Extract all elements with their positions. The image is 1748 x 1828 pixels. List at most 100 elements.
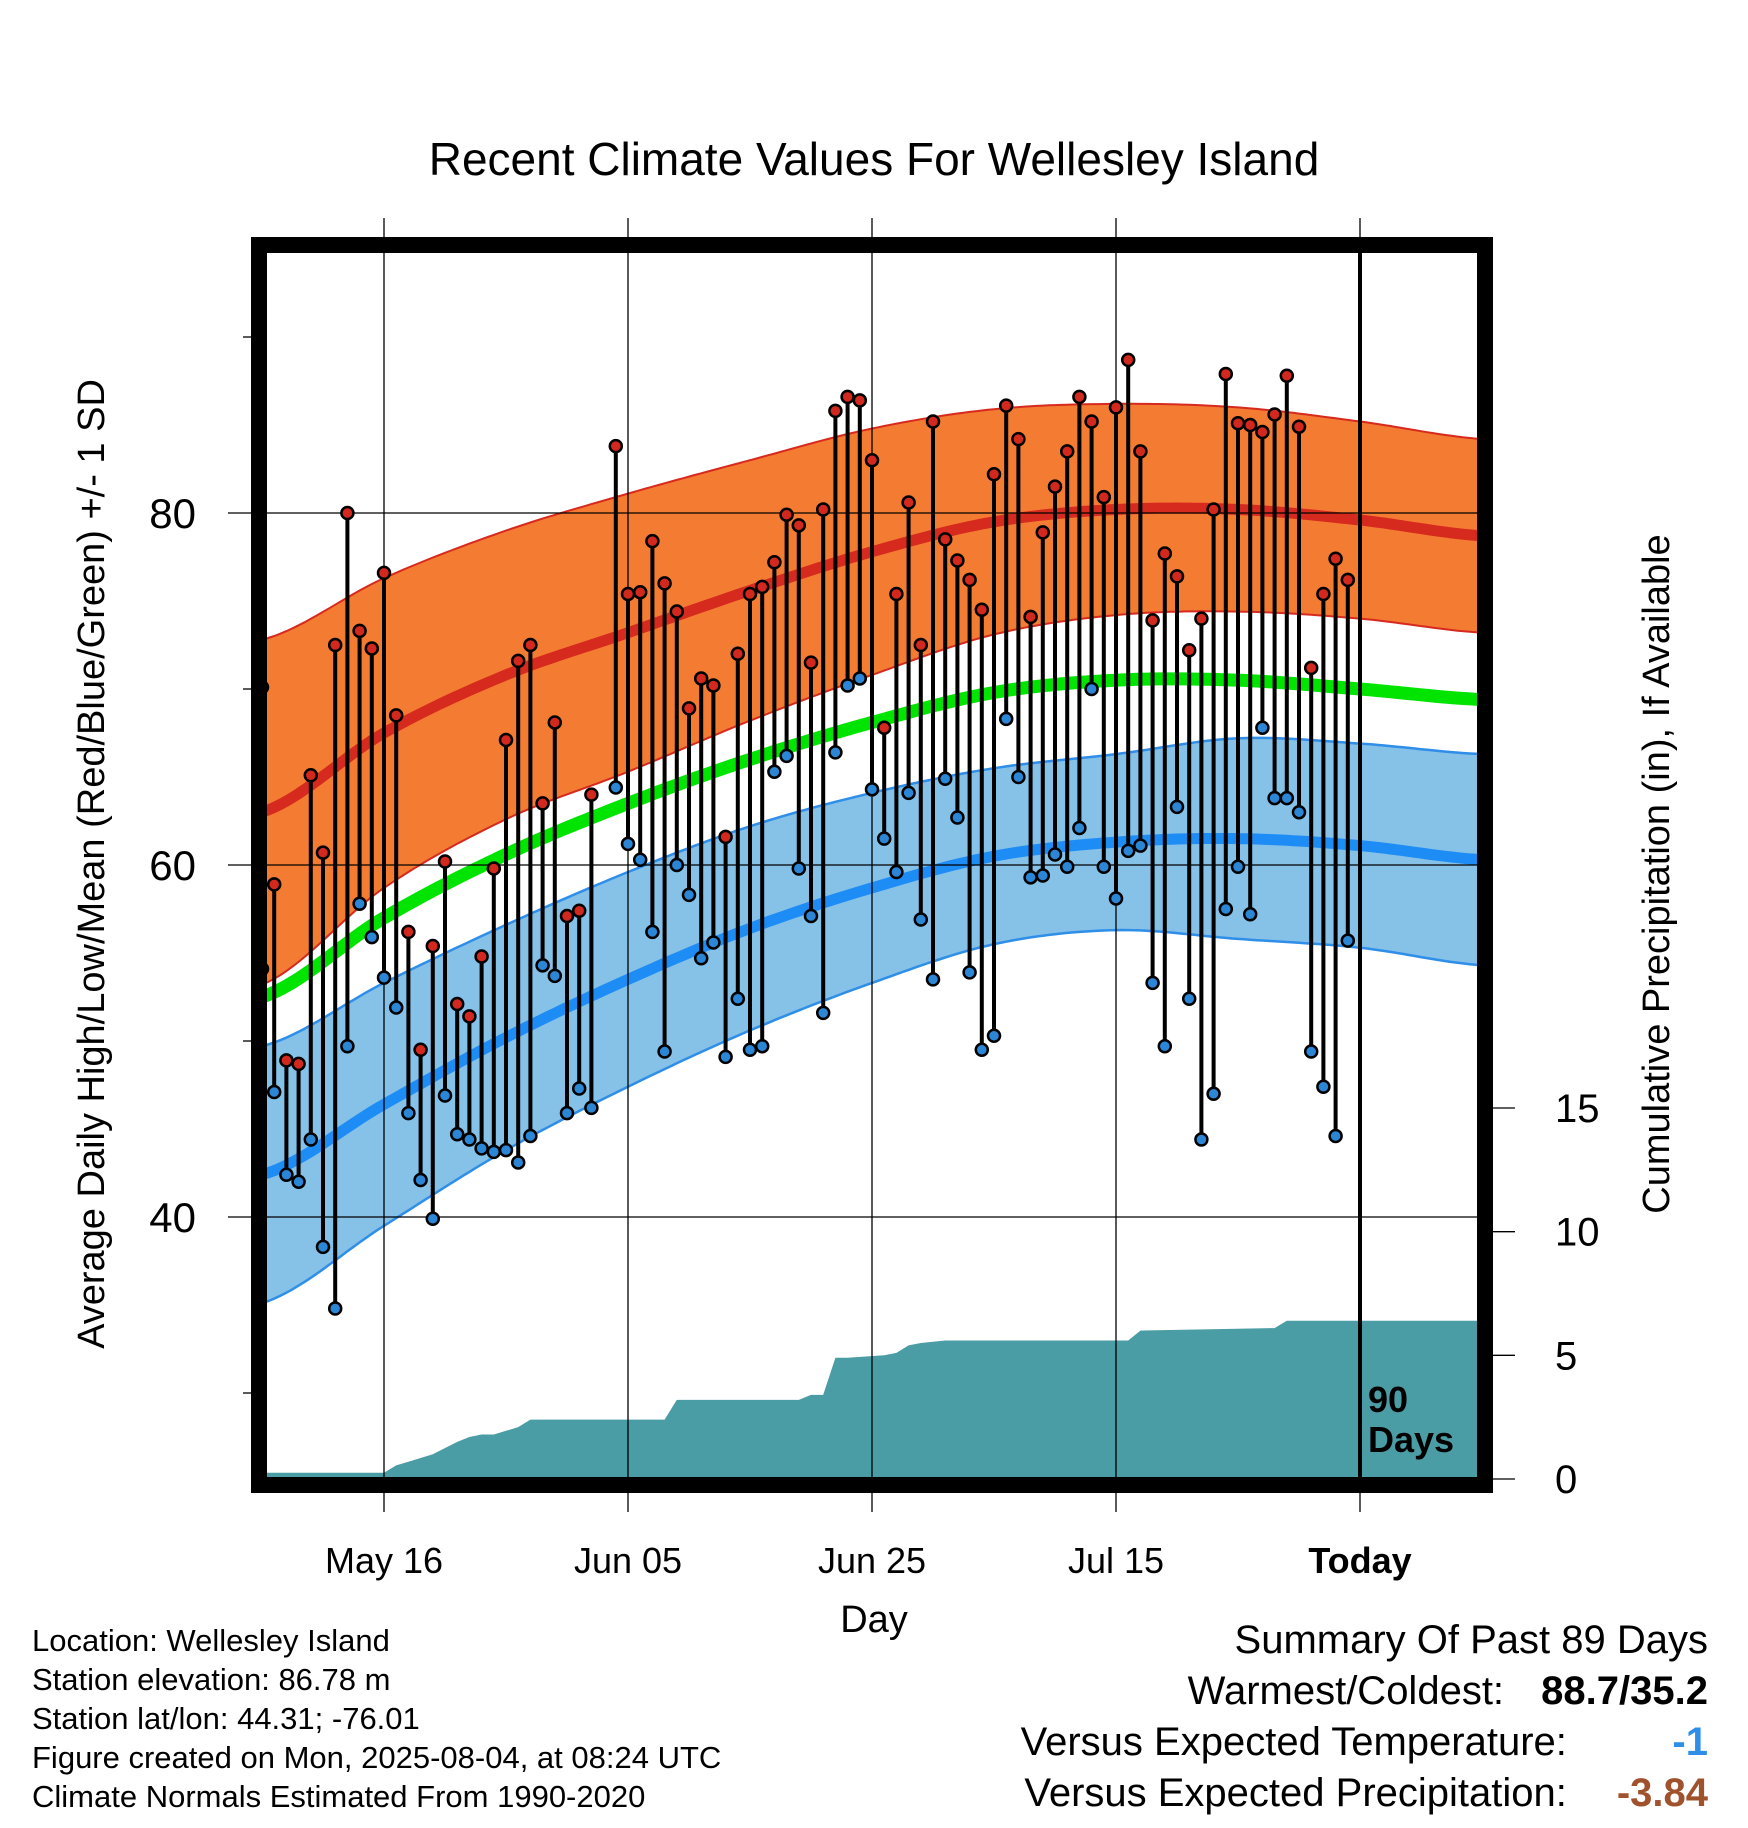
observed-low-point [852, 671, 868, 686]
observed-high-point [1157, 546, 1173, 561]
observed-high-point [1340, 572, 1356, 588]
observed-high-point [303, 767, 319, 783]
summary-panel: Summary Of Past 89 Days Warmest/Coldest:… [1021, 1615, 1708, 1819]
observed-high-point [462, 1009, 477, 1024]
today-marker-days-label: Days [1368, 1419, 1454, 1460]
observed-low-point [730, 991, 746, 1007]
observed-high-point [669, 604, 685, 619]
observed-low-point [1206, 1086, 1221, 1102]
x-tick-label: Today [1308, 1540, 1411, 1581]
observed-high-point [693, 671, 709, 686]
observed-high-point [754, 579, 770, 595]
x-tick-label: Jun 05 [574, 1540, 682, 1581]
observed-high-point [608, 438, 624, 454]
observed-high-point [1291, 419, 1307, 435]
observed-high-point [632, 584, 648, 600]
observed-high-point [340, 505, 355, 521]
observed-low-point [1169, 799, 1185, 815]
observed-low-point [803, 908, 819, 924]
precip-anomaly-label: Versus Expected Precipitation: [1024, 1771, 1567, 1815]
observed-low-point [754, 1039, 770, 1054]
observed-low-point [828, 745, 843, 760]
observed-low-point [1120, 843, 1136, 859]
temp-anomaly-value: -1 [1672, 1720, 1708, 1764]
observed-low-point [1194, 1132, 1209, 1147]
temp-anomaly-row: Versus Expected Temperature: -1 [1021, 1717, 1708, 1768]
observed-high-point [535, 796, 550, 811]
y-axis-label: Average Daily High/Low/Mean (Red/Blue/Gr… [71, 379, 113, 1349]
observed-low-point [364, 929, 380, 945]
station-info: Location: Wellesley Island Station eleva… [32, 1621, 721, 1816]
observed-low-point [266, 1084, 282, 1100]
observed-low-point [889, 864, 904, 880]
observed-low-point [1242, 907, 1258, 922]
observed-high-point [559, 908, 575, 924]
observed-low-point [1316, 1079, 1331, 1095]
observed-low-point [950, 810, 965, 825]
observed-high-point [852, 393, 868, 408]
observed-high-point [876, 720, 892, 735]
observed-high-point [828, 403, 843, 419]
observed-low-point [1072, 820, 1087, 836]
observed-high-point [937, 532, 953, 547]
observed-low-point [998, 711, 1014, 727]
observed-high-point [840, 389, 855, 405]
observed-high-point [864, 452, 880, 468]
observed-high-point [486, 861, 502, 876]
plot-frame [251, 237, 1493, 1493]
observed-low-point [559, 1105, 575, 1121]
observed-high-point [1133, 444, 1148, 459]
observed-high-point [1035, 525, 1051, 540]
observed-low-point [937, 771, 953, 787]
observed-low-point [571, 1081, 587, 1096]
elevation-text: Station elevation: 86.78 m [32, 1662, 391, 1697]
y-tick-label: 40 [149, 1194, 196, 1241]
observed-high-point [1181, 643, 1197, 658]
temp-anomaly-label: Versus Expected Temperature: [1020, 1720, 1567, 1764]
observed-high-point [974, 602, 990, 618]
observed-low-point [401, 1105, 416, 1121]
observed-high-point [1316, 586, 1331, 602]
observed-low-point [584, 1100, 599, 1116]
observed-high-point [401, 924, 416, 940]
observed-low-point [413, 1172, 428, 1188]
observed-high-point [1084, 414, 1099, 429]
observed-low-point [645, 924, 660, 940]
high-sd-band [262, 403, 1482, 985]
observed-high-point [498, 732, 514, 748]
observed-low-point [327, 1301, 343, 1316]
observed-low-point [291, 1174, 306, 1190]
observed-low-point [1084, 681, 1099, 697]
observed-high-point [998, 398, 1014, 413]
warmest-coldest-row: Warmest/Coldest: 88.7/35.2 [1021, 1666, 1708, 1717]
observed-high-point [913, 637, 929, 653]
observed-low-point [706, 935, 721, 950]
observed-low-point [815, 1005, 831, 1021]
observed-high-point [388, 708, 404, 723]
observed-high-point [767, 555, 782, 570]
observed-low-point [1218, 901, 1234, 917]
observed-high-point [803, 655, 819, 670]
observed-low-point [840, 678, 855, 693]
observed-low-point [1291, 804, 1307, 820]
observed-high-point [376, 565, 392, 581]
observed-high-point [681, 701, 697, 716]
observed-high-point [1145, 613, 1160, 628]
y2-axis-label: Cumulative Precipitation (in), If Availa… [1636, 534, 1678, 1213]
observed-low-point [791, 861, 807, 876]
observed-low-point [718, 1049, 733, 1065]
plot-clip-group [262, 249, 1482, 1481]
observed-high-point [718, 829, 733, 845]
observed-high-point [425, 938, 441, 954]
precip-anomaly-value: -3.84 [1616, 1771, 1708, 1815]
observed-low-point [974, 1042, 990, 1058]
observed-high-point [742, 586, 758, 602]
x-tick-label: Jul 15 [1068, 1540, 1164, 1581]
observed-low-point [901, 785, 916, 801]
observed-high-point [279, 1053, 294, 1068]
today-marker-days-number: 90 [1368, 1379, 1408, 1420]
observed-low-point [864, 782, 880, 797]
observed-low-point [1011, 769, 1026, 785]
observed-high-point [327, 637, 343, 653]
observed-high-point [1206, 502, 1221, 517]
